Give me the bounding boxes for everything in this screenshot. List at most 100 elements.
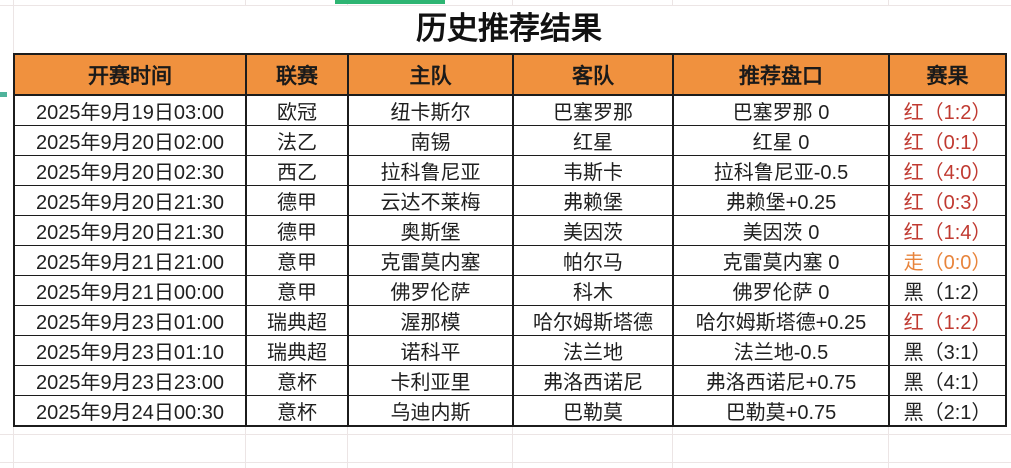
cell-handicap[interactable]: 红星 0 (672, 125, 890, 156)
cell-handicap[interactable]: 弗洛西诺尼+0.75 (672, 365, 890, 396)
cell-handicap[interactable]: 克雷莫内塞 0 (672, 245, 890, 276)
cell-league[interactable]: 法乙 (245, 125, 349, 156)
gridline (672, 0, 673, 5)
cell-away[interactable]: 哈尔姆斯塔德 (512, 305, 674, 336)
cell-home[interactable]: 乌迪内斯 (347, 395, 514, 427)
cell-time[interactable]: 2025年9月23日01:00 (13, 305, 247, 336)
table-row: 2025年9月23日01:00 瑞典超 渥那模 哈尔姆斯塔德 哈尔姆斯塔德+0.25 红（… (13, 305, 1007, 336)
cell-time[interactable]: 2025年9月20日02:00 (13, 125, 247, 156)
cell-result[interactable]: 走（0:0） (888, 245, 1007, 276)
gridline (512, 0, 513, 5)
gridline (0, 434, 1011, 435)
cell-result[interactable]: 红（1:4） (888, 215, 1007, 246)
selection-indicator-top (335, 0, 445, 4)
cell-home[interactable]: 纽卡斯尔 (347, 94, 514, 126)
table-row: 2025年9月21日00:00 意甲 佛罗伦萨 科木 佛罗伦萨 0 黑（1:2） (13, 275, 1007, 306)
cell-result[interactable]: 黑（3:1） (888, 335, 1007, 366)
cell-home[interactable]: 克雷莫内塞 (347, 245, 514, 276)
cell-away[interactable]: 法兰地 (512, 335, 674, 366)
gridline (888, 0, 889, 5)
cell-time[interactable]: 2025年9月24日00:30 (13, 395, 247, 427)
cell-result[interactable]: 红（1:2） (888, 305, 1007, 336)
cell-handicap[interactable]: 法兰地-0.5 (672, 335, 890, 366)
column-header-league[interactable]: 联赛 (245, 53, 349, 96)
cell-league[interactable]: 西乙 (245, 155, 349, 186)
cell-away[interactable]: 巴勒莫 (512, 395, 674, 427)
results-table: 开赛时间 联赛 主队 客队 推荐盘口 赛果 2025年9月19日03:00 欧冠 纽卡斯尔 巴塞… (13, 53, 1007, 427)
header-row: 开赛时间 联赛 主队 客队 推荐盘口 赛果 (13, 53, 1007, 96)
cell-home[interactable]: 云达不莱梅 (347, 185, 514, 216)
cell-league[interactable]: 欧冠 (245, 94, 349, 126)
cell-league[interactable]: 德甲 (245, 215, 349, 246)
gridline (347, 404, 348, 468)
gridline (888, 404, 889, 468)
gridline (512, 404, 513, 468)
cell-home[interactable]: 奥斯堡 (347, 215, 514, 246)
cell-handicap[interactable]: 佛罗伦萨 0 (672, 275, 890, 306)
cell-handicap[interactable]: 拉科鲁尼亚-0.5 (672, 155, 890, 186)
cell-result[interactable]: 红（4:0） (888, 155, 1007, 186)
table-row: 2025年9月20日02:00 法乙 南锡 红星 红星 0 红（0:1） (13, 125, 1007, 156)
cell-time[interactable]: 2025年9月23日01:10 (13, 335, 247, 366)
gridline (245, 404, 246, 468)
table-row: 2025年9月20日21:30 德甲 奥斯堡 美因茨 美因茨 0 红（1:4） (13, 215, 1007, 246)
column-header-home[interactable]: 主队 (347, 53, 514, 96)
table-row: 2025年9月19日03:00 欧冠 纽卡斯尔 巴塞罗那 巴塞罗那 0 红（1:2） (13, 94, 1007, 126)
cell-league[interactable]: 瑞典超 (245, 305, 349, 336)
cell-league[interactable]: 意杯 (245, 395, 349, 427)
cell-time[interactable]: 2025年9月19日03:00 (13, 94, 247, 126)
cell-league[interactable]: 意甲 (245, 275, 349, 306)
cell-home[interactable]: 拉科鲁尼亚 (347, 155, 514, 186)
cell-away[interactable]: 韦斯卡 (512, 155, 674, 186)
column-header-time[interactable]: 开赛时间 (13, 53, 247, 96)
cell-result[interactable]: 红（1:2） (888, 94, 1007, 126)
cell-away[interactable]: 弗赖堡 (512, 185, 674, 216)
cell-result[interactable]: 红（0:1） (888, 125, 1007, 156)
cell-home[interactable]: 佛罗伦萨 (347, 275, 514, 306)
cell-result[interactable]: 黑（2:1） (888, 395, 1007, 427)
cell-result[interactable]: 黑（4:1） (888, 365, 1007, 396)
cell-result[interactable]: 黑（1:2） (888, 275, 1007, 306)
gridline (672, 404, 673, 468)
table-row: 2025年9月20日21:30 德甲 云达不莱梅 弗赖堡 弗赖堡+0.25 红（0:3） (13, 185, 1007, 216)
cell-handicap[interactable]: 美因茨 0 (672, 215, 890, 246)
cell-league[interactable]: 意杯 (245, 365, 349, 396)
gridline (0, 462, 1011, 463)
cell-away[interactable]: 科木 (512, 275, 674, 306)
table-row: 2025年9月20日02:30 西乙 拉科鲁尼亚 韦斯卡 拉科鲁尼亚-0.5 红（4:0） (13, 155, 1007, 186)
table-row: 2025年9月23日01:10 瑞典超 诺科平 法兰地 法兰地-0.5 黑（3:1） (13, 335, 1007, 366)
gridline (245, 0, 246, 5)
cell-time[interactable]: 2025年9月21日21:00 (13, 245, 247, 276)
cell-away[interactable]: 红星 (512, 125, 674, 156)
cell-handicap[interactable]: 巴勒莫+0.75 (672, 395, 890, 427)
page-title[interactable]: 历史推荐结果 (416, 11, 602, 46)
cell-time[interactable]: 2025年9月23日23:00 (13, 365, 247, 396)
cell-league[interactable]: 意甲 (245, 245, 349, 276)
cell-handicap[interactable]: 弗赖堡+0.25 (672, 185, 890, 216)
cell-home[interactable]: 渥那模 (347, 305, 514, 336)
cell-away[interactable]: 美因茨 (512, 215, 674, 246)
column-header-handicap[interactable]: 推荐盘口 (672, 53, 890, 96)
column-header-result[interactable]: 赛果 (888, 53, 1007, 96)
table-row: 2025年9月21日21:00 意甲 克雷莫内塞 帕尔马 克雷莫内塞 0 走（0:0） (13, 245, 1007, 276)
cell-league[interactable]: 德甲 (245, 185, 349, 216)
cell-result[interactable]: 红（0:3） (888, 185, 1007, 216)
cell-away[interactable]: 帕尔马 (512, 245, 674, 276)
cell-time[interactable]: 2025年9月20日02:30 (13, 155, 247, 186)
cell-handicap[interactable]: 巴塞罗那 0 (672, 94, 890, 126)
cell-handicap[interactable]: 哈尔姆斯塔德+0.25 (672, 305, 890, 336)
cell-home[interactable]: 卡利亚里 (347, 365, 514, 396)
table-row: 2025年9月24日00:30 意杯 乌迪内斯 巴勒莫 巴勒莫+0.75 黑（2:1） (13, 395, 1007, 427)
table-row: 2025年9月23日23:00 意杯 卡利亚里 弗洛西诺尼 弗洛西诺尼+0.75 黑（4:… (13, 365, 1007, 396)
selection-indicator-left (0, 92, 7, 97)
cell-time[interactable]: 2025年9月20日21:30 (13, 215, 247, 246)
cell-time[interactable]: 2025年9月20日21:30 (13, 185, 247, 216)
column-header-away[interactable]: 客队 (512, 53, 674, 96)
cell-time[interactable]: 2025年9月21日00:00 (13, 275, 247, 306)
cell-league[interactable]: 瑞典超 (245, 335, 349, 366)
cell-away[interactable]: 巴塞罗那 (512, 94, 674, 126)
cell-away[interactable]: 弗洛西诺尼 (512, 365, 674, 396)
cell-home[interactable]: 诺科平 (347, 335, 514, 366)
cell-home[interactable]: 南锡 (347, 125, 514, 156)
